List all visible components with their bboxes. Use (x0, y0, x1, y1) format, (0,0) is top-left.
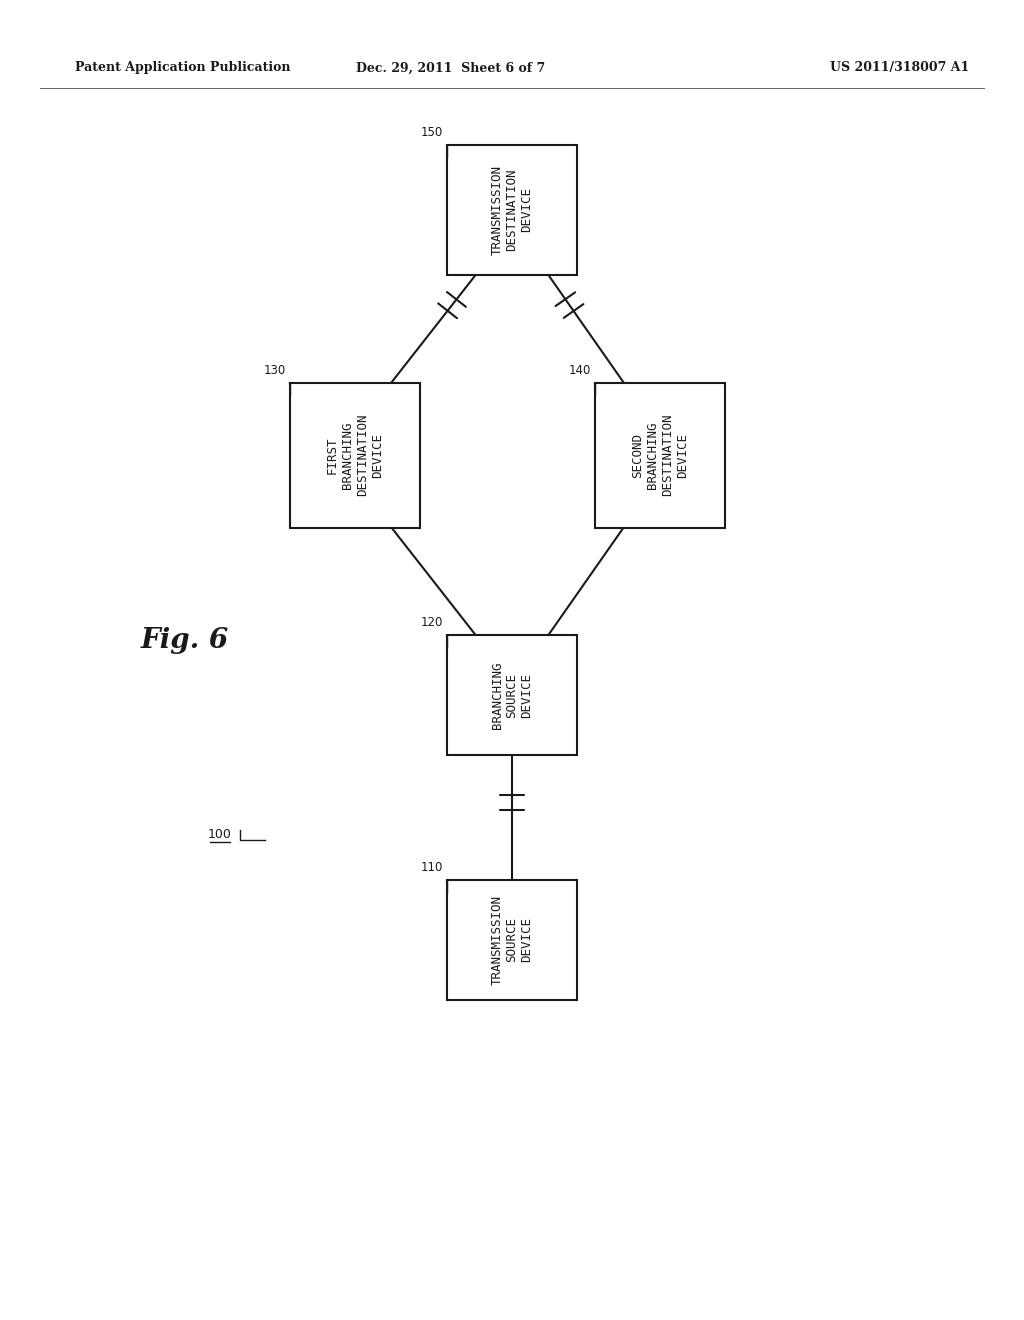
Text: 120: 120 (421, 616, 443, 630)
Text: Patent Application Publication: Patent Application Publication (75, 62, 291, 74)
Text: TRANSMISSION
SOURCE
DEVICE: TRANSMISSION SOURCE DEVICE (490, 895, 534, 985)
Text: 100: 100 (208, 829, 232, 842)
Text: US 2011/318007 A1: US 2011/318007 A1 (829, 62, 969, 74)
FancyBboxPatch shape (447, 635, 577, 755)
Text: Fig. 6: Fig. 6 (141, 627, 229, 653)
Text: SECOND
BRANCHING
DESTINATION
DEVICE: SECOND BRANCHING DESTINATION DEVICE (631, 413, 689, 496)
FancyBboxPatch shape (595, 383, 725, 528)
FancyBboxPatch shape (447, 145, 577, 275)
Text: 110: 110 (421, 861, 443, 874)
Text: 140: 140 (568, 363, 591, 376)
FancyBboxPatch shape (447, 880, 577, 1001)
Text: BRANCHING
SOURCE
DEVICE: BRANCHING SOURCE DEVICE (490, 661, 534, 729)
Text: TRANSMISSION
DESTINATION
DEVICE: TRANSMISSION DESTINATION DEVICE (490, 165, 534, 255)
Text: FIRST
BRANCHING
DESTINATION
DEVICE: FIRST BRANCHING DESTINATION DEVICE (326, 413, 384, 496)
Text: Dec. 29, 2011  Sheet 6 of 7: Dec. 29, 2011 Sheet 6 of 7 (356, 62, 545, 74)
Text: 130: 130 (264, 363, 286, 376)
FancyBboxPatch shape (290, 383, 420, 528)
Text: 150: 150 (421, 125, 443, 139)
